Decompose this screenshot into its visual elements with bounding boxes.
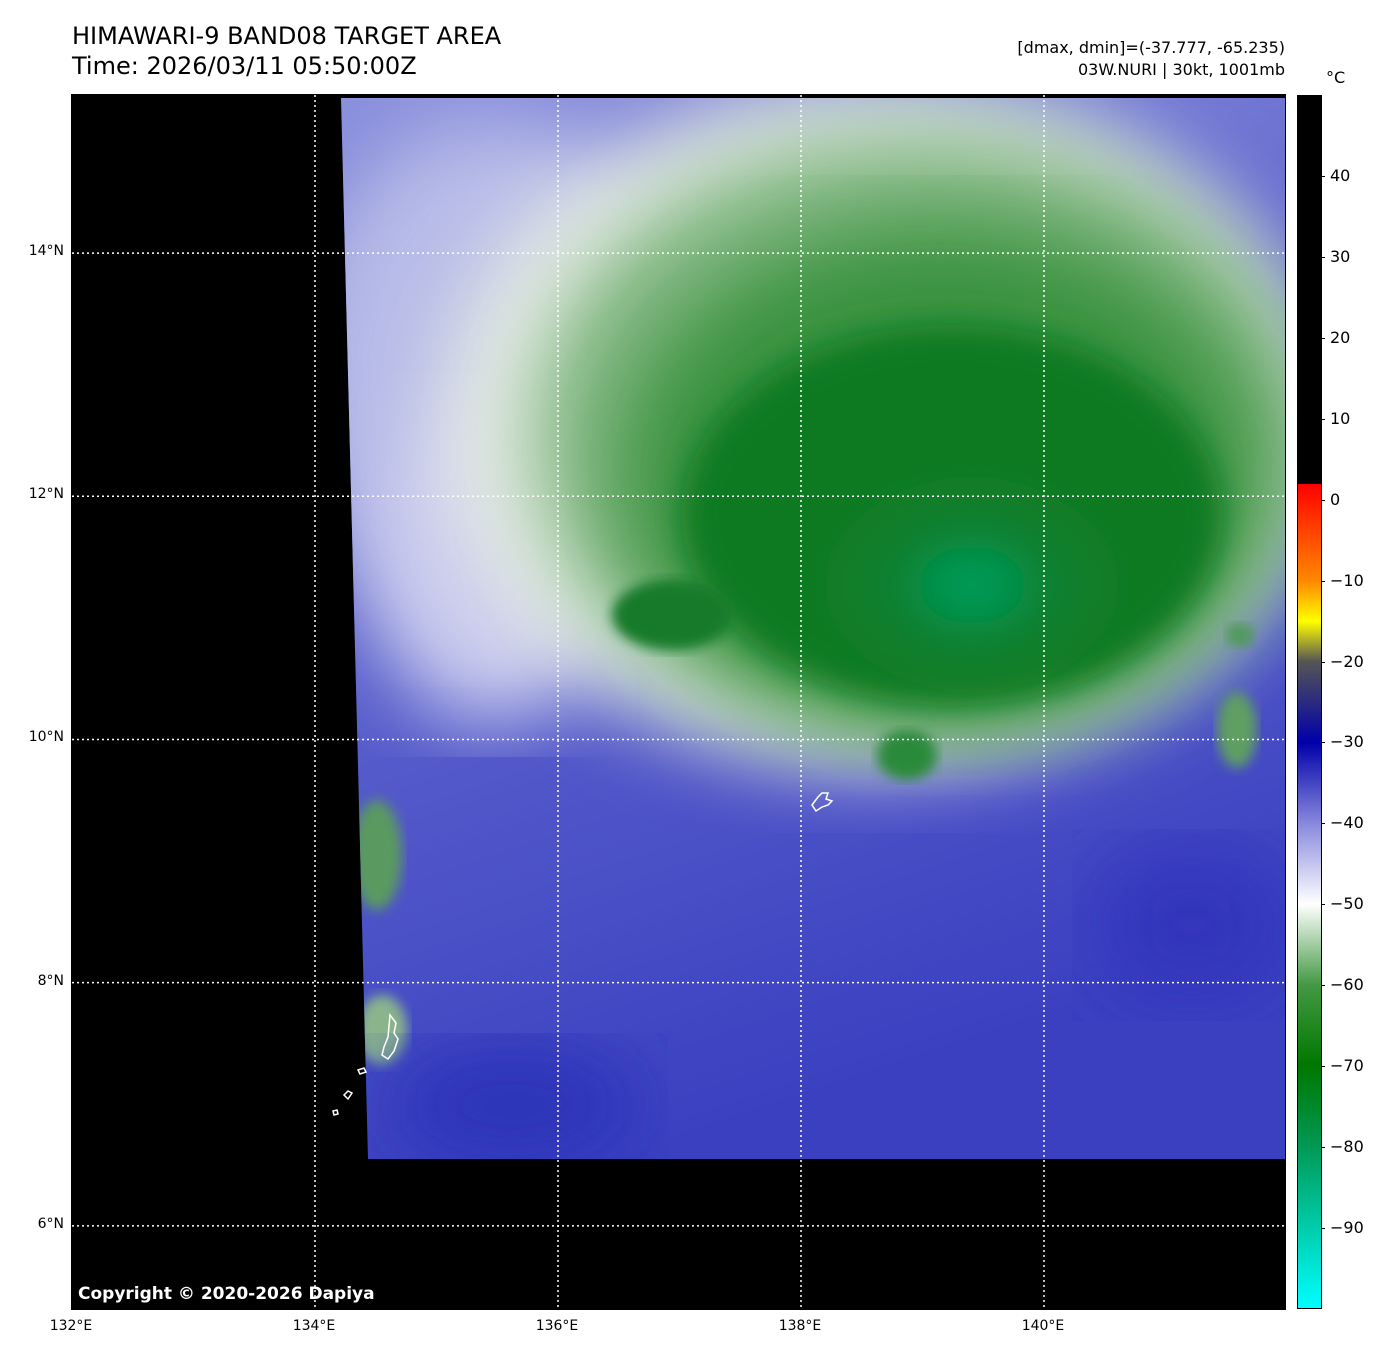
latitude-label: 10°N <box>28 729 64 746</box>
colorbar-tick <box>1321 418 1325 420</box>
colorbar-tick-label: 10 <box>1330 408 1351 428</box>
colorbar-tick <box>1321 823 1325 825</box>
dmax-dmin-readout: [dmax, dmin]=(-37.777, -65.235) <box>1017 38 1285 57</box>
colorbar-tick <box>1321 904 1325 906</box>
longitude-label: 132°E <box>49 1318 93 1334</box>
satellite-map <box>71 94 1286 1310</box>
colorbar-tick-label: 20 <box>1330 327 1351 347</box>
longitude-label: 138°E <box>778 1318 822 1334</box>
colorbar-tick <box>1321 1228 1325 1230</box>
storm-info: 03W.NURI | 30kt, 1001mb <box>1077 60 1285 79</box>
latitude-label: 14°N <box>28 243 64 260</box>
latitude-label: 8°N <box>37 972 64 989</box>
copyright-notice: Copyright © 2020-2026 Dapiya <box>78 1284 375 1304</box>
colorbar-tick-label: −70 <box>1330 1056 1364 1076</box>
colorbar-tick-label: −50 <box>1330 894 1364 914</box>
colorbar-tick-label: −60 <box>1330 975 1364 995</box>
colorbar-tick <box>1321 175 1325 177</box>
longitude-label: 136°E <box>535 1318 579 1334</box>
colorbar-tick-label: −90 <box>1330 1218 1364 1238</box>
colorbar-tick <box>1321 985 1325 987</box>
colorbar <box>1297 95 1322 1309</box>
colorbar-tick <box>1321 661 1325 663</box>
colorbar-tick-label: 40 <box>1330 165 1351 185</box>
longitude-label: 140°E <box>1021 1318 1065 1334</box>
colorbar-tick <box>1321 742 1325 744</box>
colorbar-tick-label: −80 <box>1330 1137 1364 1157</box>
colorbar-tick <box>1321 1066 1325 1068</box>
colorbar-tick-label: −40 <box>1330 813 1364 833</box>
colorbar-tick <box>1321 1147 1325 1149</box>
colorbar-unit: °C <box>1326 68 1346 87</box>
colorbar-tick-label: 30 <box>1330 246 1351 266</box>
colorbar-tick <box>1321 499 1325 501</box>
colorbar-tick-label: 0 <box>1330 489 1341 509</box>
longitude-label: 134°E <box>292 1318 336 1334</box>
colorbar-tick-label: −10 <box>1330 570 1364 590</box>
colorbar-tick <box>1321 580 1325 582</box>
latitude-label: 12°N <box>28 486 64 503</box>
chart-time: Time: 2026/03/11 05:50:00Z <box>72 52 417 80</box>
chart-title: HIMAWARI-9 BAND08 TARGET AREA <box>72 22 502 50</box>
colorbar-tick-label: −20 <box>1330 651 1364 671</box>
colorbar-tick <box>1321 337 1325 339</box>
colorbar-tick <box>1321 256 1325 258</box>
satellite-imagery <box>72 95 1285 1309</box>
latitude-label: 6°N <box>37 1215 64 1232</box>
colorbar-tick-label: −30 <box>1330 732 1364 752</box>
